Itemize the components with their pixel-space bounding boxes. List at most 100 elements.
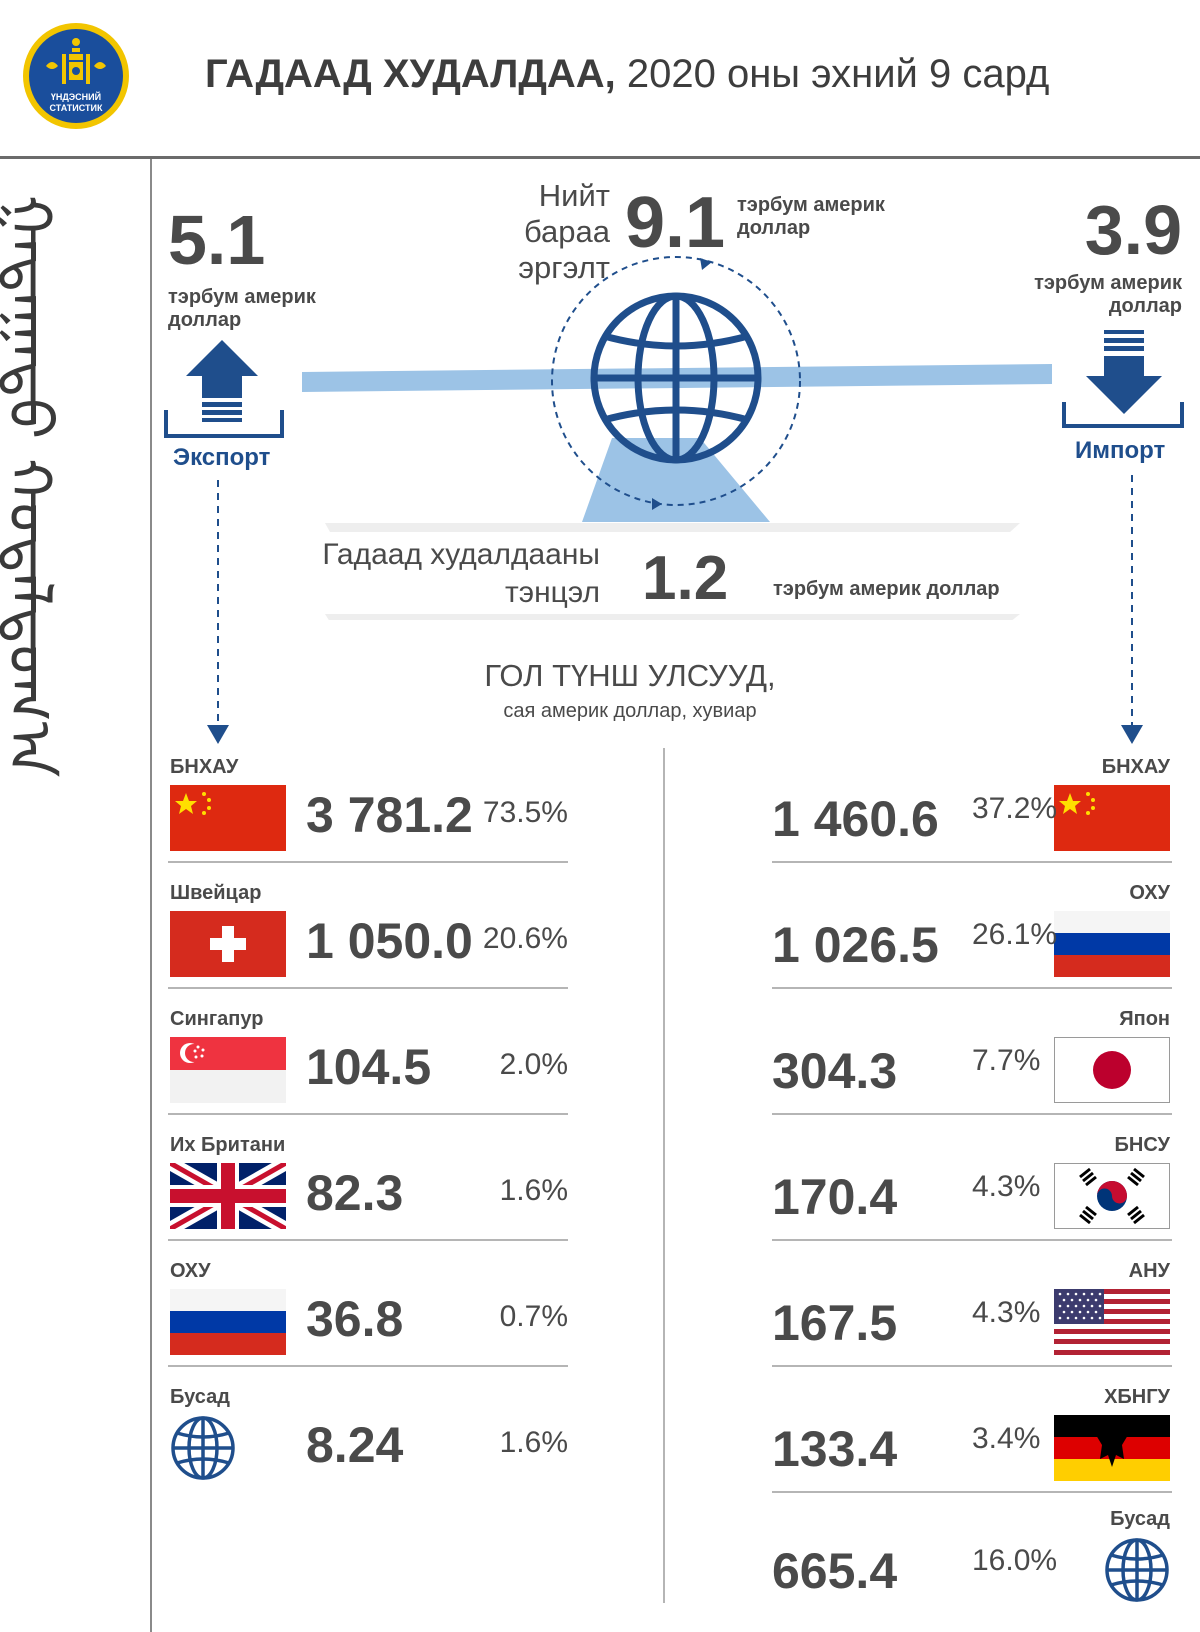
country-name: Бусад [170,1386,230,1408]
country-name: БНХАУ [1101,756,1170,778]
cycle-arrow-icon [551,256,801,506]
country-name: БНСУ [1114,1134,1170,1156]
partner-percent: 37.2% [972,792,1058,825]
uk-flag-icon [170,1163,286,1229]
logo-text-line2: СТАТИСТИК [50,103,103,113]
left-divider [150,159,152,1632]
partner-percent: 16.0% [972,1544,1058,1577]
import-partner-row: АНУ 167.5 4.3% [772,1260,1172,1386]
partner-value: 1 050.0 [306,913,473,969]
import-partner-row: ХБНГУ 133.4 3.4% [772,1386,1172,1512]
partner-percent: 4.3% [972,1170,1041,1203]
import-label: Импорт [1075,437,1166,464]
partner-percent: 26.1% [972,918,1058,951]
export-partner-row: Бусад 8.24 1.6% [168,1386,568,1512]
partner-value: 304.3 [772,1043,898,1099]
partners-divider [663,748,665,1603]
total-label-line1: Нийт бараа [523,178,610,249]
export-partner-row: БНХАУ 3 781.2 73.5% [168,756,568,882]
row-divider [168,987,568,989]
country-name: Сингапур [170,1008,264,1030]
country-name: Бусад [1110,1508,1170,1530]
total-label-line2: эргэлт [518,250,610,285]
import-value: 3.9 [1084,191,1182,269]
country-name: ОХУ [170,1260,211,1282]
export-unit: тэрбум америк доллар [168,286,316,332]
trade-balance-value: 1.2 [642,544,729,613]
germany-flag-icon [1054,1415,1170,1481]
import-arrow-icon [1086,330,1162,414]
switzerland-flag-icon [170,911,286,977]
globe-icon [171,1416,235,1480]
country-name: ОХУ [1129,882,1170,904]
scale-beam [302,364,1052,392]
row-divider [772,861,1172,863]
country-name: Швейцар [170,882,262,904]
balance-band-top [325,523,1020,532]
partner-value: 665.4 [772,1543,898,1599]
balance-band-bottom [325,614,1020,620]
country-name: БНХАУ [170,756,239,778]
total-unit-line2: доллар [737,217,811,239]
import-partner-row: Япон 304.3 7.7% [772,1008,1172,1134]
balance-label-line2: тэнцэл [505,576,600,609]
partner-percent: 3.4% [972,1422,1041,1455]
logo-text-line1: ҮНДЭСНИЙ [51,91,101,102]
total-turnover-unit: тэрбум америк доллар [737,194,885,240]
south-korea-flag-icon [1054,1163,1170,1229]
mongolian-script-text: ᠭᠠᠳᠠᠭᠠᠳᠤ ᠬᠤᠳᠠᠯᠳᠤᠭ᠎ᠠ [0,195,64,778]
export-tray-icon [164,410,284,438]
globe-icon [1105,1538,1169,1602]
page-title: ГАДААД ХУДАЛДАА, 2020 оны эхний 9 сард [205,52,1049,97]
trade-balance-unit: тэрбум америк доллар [773,578,1000,600]
trade-balance-label: Гадаад худалдааны тэнцэл [320,536,600,612]
row-divider [772,987,1172,989]
page-title-bold: ГАДААД ХУДАЛДАА, [205,52,616,96]
page-title-period: 2020 оны эхний 9 сард [615,52,1050,96]
national-statistics-logo: ҮНДЭСНИЙ СТАТИСТИК [23,23,129,129]
partner-value: 133.4 [772,1421,898,1477]
row-divider [772,1491,1172,1493]
partner-value: 8.24 [306,1417,404,1473]
export-partner-row: Сингапур 104.5 2.0% [168,1008,568,1134]
partners-title: ГОЛ ТҮНШ УЛСУУД, [484,658,776,693]
dashed-connectors [207,475,1143,744]
import-tray-icon [1062,402,1184,428]
russia-flag-icon [170,1289,286,1355]
import-partner-row: Бусад 665.4 16.0% [772,1508,1172,1632]
row-divider [168,861,568,863]
row-divider [168,1113,568,1115]
import-partner-row: БНСУ 170.4 4.3% [772,1134,1172,1260]
export-partner-row: ОХУ 36.8 0.7% [168,1260,568,1386]
partners-subtitle: сая америк доллар, хувиар [503,700,757,722]
country-name: ХБНГУ [1104,1386,1170,1408]
row-divider [168,1239,568,1241]
scale-base [582,438,770,522]
row-divider [168,1365,568,1367]
import-unit-line2: доллар [1108,295,1182,317]
row-divider [772,1365,1172,1367]
export-value: 5.1 [168,201,266,279]
partner-percent: 7.7% [972,1044,1041,1077]
row-divider [772,1113,1172,1115]
row-divider [772,1239,1172,1241]
partner-percent: 2.0% [499,1048,568,1081]
import-down-arrow-icon [1121,725,1143,744]
globe-icon [590,292,762,464]
partner-value: 170.4 [772,1169,898,1225]
header-divider [0,156,1200,159]
partner-percent: 4.3% [972,1296,1041,1329]
russia-flag-icon [1054,911,1170,977]
export-label: Экспорт [173,444,271,471]
china-flag-icon [1054,785,1170,851]
partner-value: 167.5 [772,1295,898,1351]
mongolian-script-title: ᠭᠠᠳᠠᠭᠠᠳᠤ ᠬᠤᠳᠠᠯᠳᠤᠭ᠎ᠠ [0,195,118,777]
partner-percent: 1.6% [499,1426,568,1459]
export-arrow-icon [186,340,258,422]
total-turnover-value: 9.1 [625,183,726,263]
usa-flag-icon [1054,1289,1170,1355]
country-name: АНУ [1128,1260,1170,1282]
export-down-arrow-icon [207,725,229,744]
export-unit-line1: тэрбум америк [168,286,316,308]
partner-value: 36.8 [306,1291,404,1347]
